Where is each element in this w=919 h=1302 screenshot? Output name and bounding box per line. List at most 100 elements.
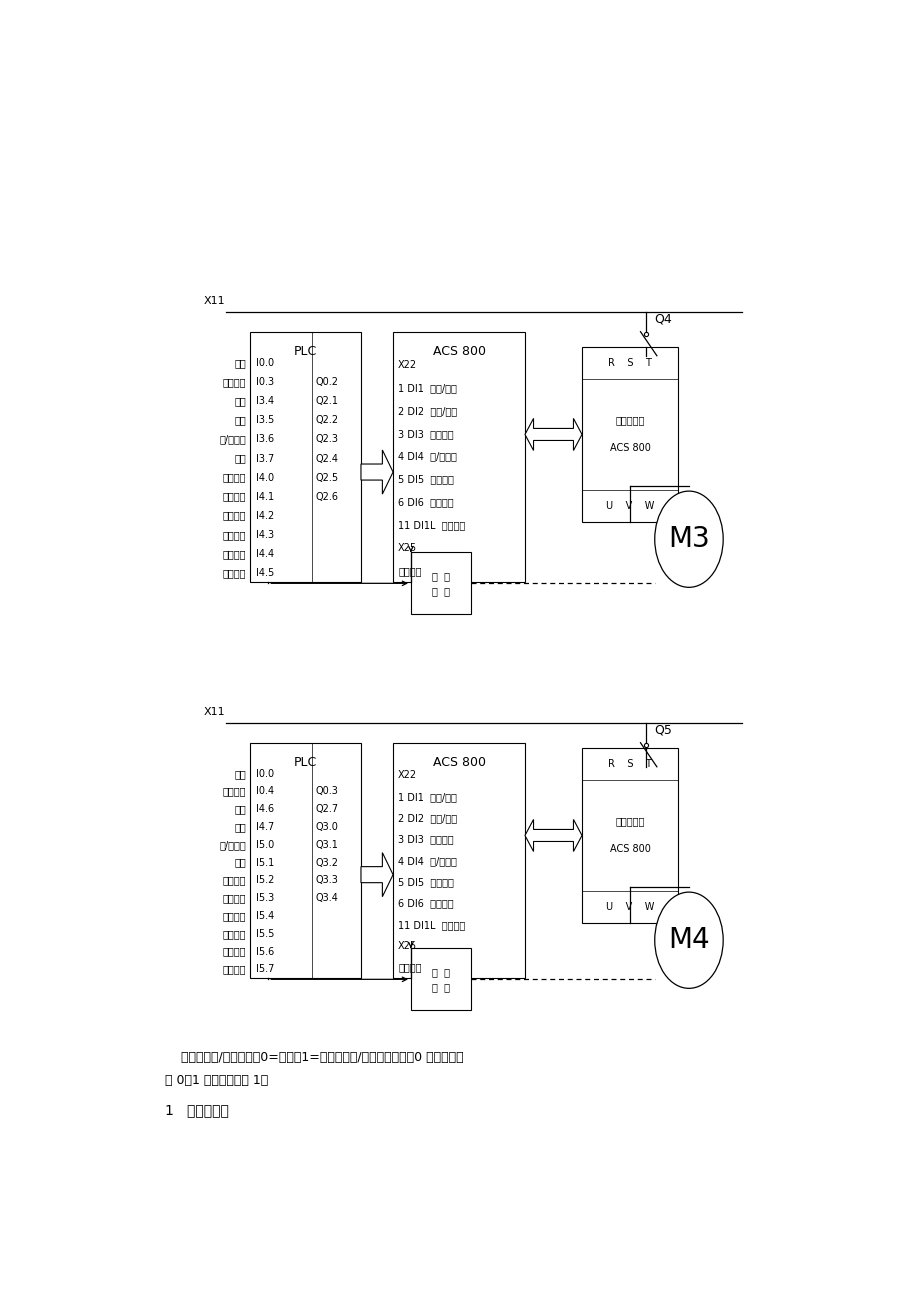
- Text: 1 DI1  停止/启动: 1 DI1 停止/启动: [398, 792, 457, 802]
- Text: 大车变频器: 大车变频器: [615, 415, 644, 426]
- Text: Q5: Q5: [654, 724, 672, 737]
- Text: I4.7: I4.7: [255, 822, 274, 832]
- Text: PLC: PLC: [294, 345, 317, 358]
- Text: R    S    T: R S T: [607, 759, 652, 768]
- Text: 向左限位: 向左限位: [222, 548, 246, 559]
- Text: 4 DI4  加/减时间: 4 DI4 加/减时间: [398, 452, 457, 462]
- Circle shape: [654, 491, 722, 587]
- Text: I0.0: I0.0: [255, 768, 274, 779]
- Text: I4.1: I4.1: [255, 492, 274, 501]
- Text: R    S    T: R S T: [607, 358, 652, 367]
- Text: Q2.2: Q2.2: [315, 415, 339, 426]
- Text: Q0.2: Q0.2: [315, 378, 338, 387]
- Text: I3.6: I3.6: [255, 435, 274, 444]
- Text: ACS 800: ACS 800: [432, 755, 485, 768]
- Text: I4.0: I4.0: [255, 473, 274, 483]
- Text: I5.0: I5.0: [255, 840, 274, 850]
- Text: I4.6: I4.6: [255, 805, 274, 814]
- Text: I5.1: I5.1: [255, 858, 274, 867]
- Text: X11: X11: [204, 707, 225, 716]
- Polygon shape: [360, 450, 392, 493]
- Text: X22: X22: [398, 771, 416, 780]
- Text: Q3.3: Q3.3: [315, 875, 338, 885]
- Text: 启动: 启动: [234, 805, 246, 814]
- Text: 2 DI2  正转/反转: 2 DI2 正转/反转: [398, 406, 457, 415]
- Text: 紧停: 紧停: [234, 358, 246, 368]
- Text: Q3.4: Q3.4: [315, 893, 338, 904]
- Text: U    V    W: U V W: [606, 902, 653, 913]
- Text: 2 DI2  正转/反转: 2 DI2 正转/反转: [398, 814, 457, 823]
- Text: 启动: 启动: [234, 396, 246, 406]
- Text: 11 DI1L  启动联锁: 11 DI1L 启动联锁: [398, 521, 465, 530]
- Text: ACS 800: ACS 800: [609, 444, 650, 453]
- Text: 速度选择: 速度选择: [222, 492, 246, 501]
- Text: Q3.2: Q3.2: [315, 858, 338, 867]
- Text: I5.2: I5.2: [255, 875, 274, 885]
- Text: X11: X11: [204, 296, 225, 306]
- Text: 11 DI1L  启动联锁: 11 DI1L 启动联锁: [398, 921, 465, 930]
- Text: 5 DI5  速度选择: 5 DI5 速度选择: [398, 878, 453, 887]
- Text: 速度选择: 速度选择: [222, 893, 246, 904]
- Polygon shape: [525, 819, 582, 852]
- Polygon shape: [360, 853, 392, 897]
- Text: 4 DI4  加/减时间: 4 DI4 加/减时间: [398, 855, 457, 866]
- Text: U    V    W: U V W: [606, 501, 653, 512]
- Text: Q3.0: Q3.0: [315, 822, 338, 832]
- Text: 终端限位: 终端限位: [222, 530, 246, 540]
- Text: 3 DI3  能耗制动: 3 DI3 能耗制动: [398, 835, 453, 845]
- Text: 3 DI3  能耗制动: 3 DI3 能耗制动: [398, 428, 453, 439]
- Text: 6 DI6  速度选择: 6 DI6 速度选择: [398, 898, 453, 909]
- Text: 应许启动: 应许启动: [222, 786, 246, 797]
- Text: X22: X22: [398, 361, 416, 370]
- Text: 紧停: 紧停: [234, 768, 246, 779]
- Text: Q4: Q4: [654, 312, 672, 326]
- Bar: [582, 346, 677, 522]
- Text: 小车变频器: 小车变频器: [615, 816, 644, 827]
- Text: Q2.4: Q2.4: [315, 453, 338, 464]
- Text: I0.0: I0.0: [255, 358, 274, 368]
- Text: 6 DI6  速度选择: 6 DI6 速度选择: [398, 497, 453, 508]
- Text: I5.7: I5.7: [255, 965, 274, 974]
- Text: 机  械
制  动: 机 械 制 动: [432, 570, 449, 596]
- Text: 正/反选择: 正/反选择: [220, 840, 246, 850]
- Polygon shape: [525, 418, 582, 450]
- Text: 1 DI1  停止/启动: 1 DI1 停止/启动: [398, 383, 457, 393]
- Text: 停止: 停止: [234, 822, 246, 832]
- Text: 制动单元: 制动单元: [398, 962, 421, 973]
- Text: X25: X25: [398, 941, 416, 952]
- Text: 速度选择: 速度选择: [222, 875, 246, 885]
- Text: ACS 800: ACS 800: [609, 845, 650, 854]
- Text: 终端限位: 终端限位: [222, 568, 246, 578]
- Bar: [250, 742, 360, 978]
- Text: I0.4: I0.4: [255, 786, 274, 797]
- Text: I0.3: I0.3: [255, 378, 274, 387]
- Text: Q3.1: Q3.1: [315, 840, 338, 850]
- Text: I4.4: I4.4: [255, 548, 274, 559]
- Text: PLC: PLC: [294, 755, 317, 768]
- Text: 终端限位: 终端限位: [222, 928, 246, 939]
- Text: 点动: 点动: [234, 858, 246, 867]
- Text: 向后限位: 向后限位: [222, 947, 246, 957]
- Bar: [582, 747, 677, 923]
- Text: 制动单元: 制动单元: [398, 566, 421, 575]
- Text: I4.5: I4.5: [255, 568, 274, 578]
- Text: I4.2: I4.2: [255, 510, 274, 521]
- Text: 终端限位: 终端限位: [222, 965, 246, 974]
- Bar: [250, 332, 360, 582]
- Text: Q2.3: Q2.3: [315, 435, 338, 444]
- Text: M4: M4: [667, 926, 709, 954]
- Bar: [411, 948, 471, 1010]
- Text: 备注；正转/反转选择，0=正转、1=反转。加速/减速时间选择，0 选择斜坡时
间 0，1 选择斜坡时间 1。: 备注；正转/反转选择，0=正转、1=反转。加速/减速时间选择，0 选择斜坡时 间…: [165, 1051, 463, 1086]
- Text: X25: X25: [398, 543, 416, 553]
- Text: ACS 800: ACS 800: [432, 345, 485, 358]
- Text: Q2.7: Q2.7: [315, 805, 339, 814]
- Text: 应许启动: 应许启动: [222, 378, 246, 387]
- Circle shape: [654, 892, 722, 988]
- Text: 1   升降主电路: 1 升降主电路: [165, 1104, 229, 1117]
- Text: 向右限位: 向右限位: [222, 510, 246, 521]
- Text: 速度选择: 速度选择: [222, 473, 246, 483]
- Text: I5.4: I5.4: [255, 911, 274, 921]
- Text: 机  械
制  动: 机 械 制 动: [432, 967, 449, 992]
- Text: M3: M3: [667, 525, 709, 553]
- Bar: [392, 742, 525, 978]
